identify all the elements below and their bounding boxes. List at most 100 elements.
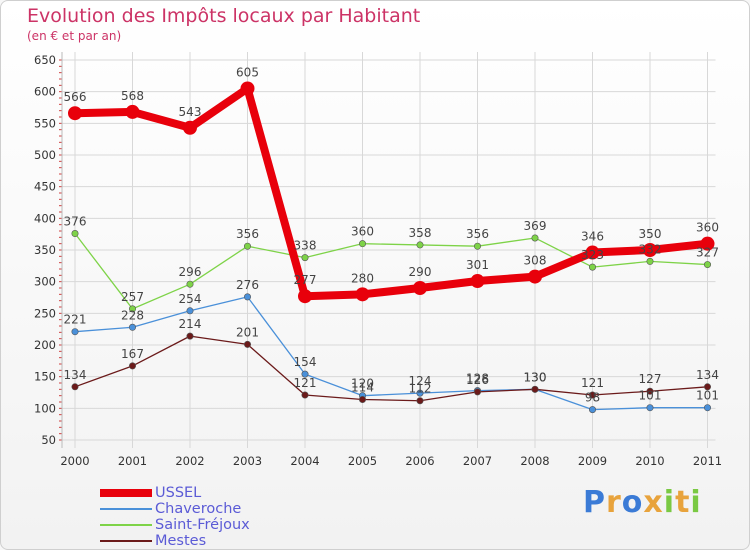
data-label: 360 [696, 221, 719, 235]
data-label: 167 [121, 347, 144, 361]
legend-swatch [100, 508, 152, 510]
data-point [244, 293, 252, 301]
x-tick-label: 2011 [693, 454, 722, 468]
data-label: 134 [696, 368, 719, 382]
y-tick-label: 650 [34, 53, 56, 67]
data-point [71, 328, 79, 336]
series-line-mestes [74, 335, 709, 402]
x-tick-label: 2007 [463, 454, 492, 468]
data-label: 127 [639, 372, 662, 386]
data-point [68, 106, 82, 121]
legend-swatch [100, 524, 152, 526]
data-point [186, 332, 194, 340]
data-label: 332 [639, 242, 662, 256]
data-label: 134 [64, 368, 87, 382]
logo-letter: i [663, 485, 676, 520]
data-point [416, 389, 424, 397]
x-tick-label: 2002 [175, 454, 204, 468]
data-label: 257 [121, 290, 144, 304]
data-label: 130 [524, 370, 547, 384]
y-tick-label: 350 [34, 243, 56, 257]
data-label: 369 [524, 219, 547, 233]
legend-swatch [100, 489, 152, 497]
data-point [646, 404, 654, 412]
data-point [129, 305, 137, 313]
data-label: 308 [524, 254, 547, 268]
data-point [473, 388, 481, 396]
data-label: 605 [236, 66, 259, 80]
data-point [700, 236, 715, 251]
data-point [298, 289, 312, 304]
data-label: 98 [585, 391, 600, 405]
data-label: 126 [466, 373, 489, 387]
series-line-chaveroche [74, 296, 709, 411]
data-point [125, 104, 140, 119]
data-point [643, 243, 657, 257]
data-point [71, 383, 79, 391]
data-point [301, 254, 309, 262]
x-tick-label: 2004 [290, 454, 319, 468]
x-tick-label: 2003 [233, 454, 262, 468]
y-tick-label: 600 [34, 85, 56, 99]
data-label: 128 [466, 372, 489, 386]
data-point [531, 234, 539, 242]
x-tick-label: 2001 [118, 454, 147, 468]
data-label: 358 [409, 226, 432, 240]
data-point [588, 263, 596, 271]
data-point [413, 281, 427, 295]
data-point [703, 404, 711, 412]
data-point [240, 81, 255, 96]
data-point [646, 387, 654, 395]
x-tick-label: 2005 [348, 454, 377, 468]
y-tick-label: 250 [34, 306, 56, 320]
y-tick-label: 400 [34, 211, 56, 225]
data-label: 124 [409, 374, 432, 388]
data-point [703, 383, 711, 391]
data-label: 360 [351, 225, 374, 239]
data-point [416, 397, 424, 405]
data-label: 101 [696, 389, 719, 403]
data-label: 276 [236, 278, 259, 292]
data-label: 121 [294, 376, 317, 390]
data-point [528, 269, 542, 284]
data-point [301, 391, 309, 399]
y-tick-label: 150 [34, 370, 56, 384]
data-label: 101 [639, 389, 662, 403]
logo-letter: i [690, 485, 702, 520]
data-point [301, 370, 309, 378]
y-tick-label: 300 [34, 275, 56, 289]
data-point [358, 240, 366, 248]
data-label: 356 [236, 227, 259, 241]
legend-label: Chaveroche [155, 501, 242, 517]
data-label: 121 [581, 376, 604, 390]
data-point [183, 120, 197, 135]
series-line-ussel [71, 84, 712, 301]
logo-letter: t [675, 485, 691, 520]
data-point [71, 230, 79, 238]
chart-subtitle: (en € et par an) [27, 29, 122, 43]
data-point [358, 395, 366, 403]
logo-letter: r [606, 485, 622, 520]
data-point [416, 241, 424, 249]
data-label: 114 [351, 380, 374, 394]
series-line-saint-fréjoux [74, 232, 709, 310]
data-point [186, 307, 194, 315]
data-label: 214 [179, 317, 202, 331]
x-tick-label: 2009 [578, 454, 607, 468]
data-label: 376 [64, 215, 87, 229]
data-label: 350 [639, 227, 662, 241]
logo-letter: o [621, 485, 644, 520]
data-label: 346 [581, 230, 604, 244]
data-label: 327 [696, 246, 719, 260]
data-label: 301 [466, 258, 489, 272]
data-label: 112 [409, 382, 432, 396]
axis-layer: 50 100 150 200 250 300 350 400 450 500 550 600 650 20… [34, 52, 722, 468]
logo-letter: x [643, 485, 664, 520]
x-tick-label: 2006 [405, 454, 434, 468]
data-label: 543 [179, 105, 202, 119]
chart-title: Evolution des Impôts locaux par Habitant [27, 5, 421, 27]
grid-layer [62, 52, 716, 448]
data-label: 290 [409, 265, 432, 279]
data-label: 296 [179, 265, 202, 279]
data-point [244, 340, 252, 348]
